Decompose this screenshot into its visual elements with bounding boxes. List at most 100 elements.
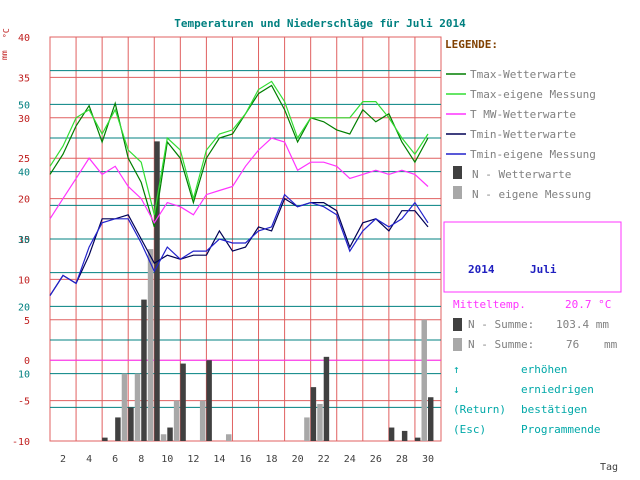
control-down-key[interactable]: ↓ xyxy=(453,383,460,396)
info-year: 2014 xyxy=(468,263,495,276)
temp-tick-label: 25 xyxy=(18,154,30,165)
x-tick-label: 14 xyxy=(213,454,225,465)
precip-bar xyxy=(199,400,206,441)
info-box: 2014 Juli xyxy=(443,221,622,293)
precip-bar xyxy=(317,403,323,441)
x-tick-label: 26 xyxy=(370,454,382,465)
precip-bar xyxy=(421,319,427,441)
precip-bar xyxy=(401,430,408,441)
rain2-label: N - Summe: xyxy=(468,338,534,351)
precipitation-bars xyxy=(102,141,434,441)
temp-tick-label: -10 xyxy=(12,437,30,448)
legend-label: N - Wetterwarte xyxy=(472,168,571,181)
x-axis-unit: Tag xyxy=(600,462,618,473)
precip-bar xyxy=(115,417,121,441)
legend: LEGENDE: Tmax-Wetterwarte Tmax-eigene Mess… xyxy=(445,38,596,201)
precip-bar xyxy=(141,299,147,441)
deg-axis-label: °C xyxy=(2,28,11,38)
precip-bar xyxy=(160,434,167,441)
x-tick-label: 24 xyxy=(344,454,356,465)
x-tick-label: 2 xyxy=(60,454,66,465)
rain1-label: N - Summe: xyxy=(468,318,534,331)
legend-heading: LEGENDE: xyxy=(445,38,498,51)
x-tick-label: 18 xyxy=(266,454,278,465)
rain2-swatch xyxy=(453,338,462,351)
grid xyxy=(49,36,442,442)
x-tick-label: 16 xyxy=(239,454,251,465)
control-return-action[interactable]: bestätigen xyxy=(521,403,587,416)
temp-tick-label: 35 xyxy=(18,73,30,84)
rain2-value: 76 xyxy=(566,338,579,351)
series-line xyxy=(49,197,429,296)
precip-bar xyxy=(206,360,212,441)
precip-bar xyxy=(134,373,141,441)
info-box-frame xyxy=(443,221,622,293)
precip-bar xyxy=(102,437,108,441)
x-tick-label: 10 xyxy=(161,454,173,465)
x-tick-label: 28 xyxy=(396,454,408,465)
control-esc-action[interactable]: Programmende xyxy=(521,423,600,436)
precip-bar xyxy=(310,387,317,441)
legend-bar-swatch xyxy=(453,166,462,179)
x-tick-label: 8 xyxy=(138,454,144,465)
mm-axis-label: mm xyxy=(0,50,9,60)
precip-bar xyxy=(173,400,180,441)
temp-tick-label: 5 xyxy=(24,316,30,327)
temp-tick-label: 20 xyxy=(18,195,30,206)
legend-label: Tmax-Wetterwarte xyxy=(470,68,576,81)
series-line xyxy=(49,80,429,215)
precip-bar xyxy=(427,397,434,441)
precip-bar xyxy=(167,427,173,441)
temp-tick-label: 15 xyxy=(18,235,30,246)
temp-tick-label: -5 xyxy=(18,397,30,408)
control-return-key[interactable]: (Return) xyxy=(453,403,506,416)
legend-label: Tmax-eigene Messung xyxy=(470,88,596,101)
mm-tick-label: 30 xyxy=(18,235,30,246)
precip-bar xyxy=(128,407,134,441)
temp-tick-label: 10 xyxy=(18,275,30,286)
info-month: Juli xyxy=(530,263,557,276)
precip-bar xyxy=(225,434,232,441)
x-tick-label: 20 xyxy=(292,454,304,465)
mean-temp-value: 20.7 °C xyxy=(565,298,611,311)
control-down-action[interactable]: erniedrigen xyxy=(521,383,594,396)
mm-tick-label: 10 xyxy=(18,370,30,381)
legend-bar-swatch xyxy=(453,186,462,199)
precip-bar xyxy=(323,356,330,441)
precip-bar xyxy=(180,363,186,441)
stats: Mitteltemp. 20.7 °C N - Summe: 103.4 mm … xyxy=(453,298,618,351)
precip-bar xyxy=(388,427,395,441)
x-tick-label: 30 xyxy=(422,454,434,465)
mm-tick-label: 20 xyxy=(18,302,30,313)
precip-bar xyxy=(154,141,160,441)
control-up-action[interactable]: erhöhen xyxy=(521,363,567,376)
legend-label: T MW-Wetterwarte xyxy=(470,108,576,121)
series-line xyxy=(49,84,429,228)
series-line xyxy=(49,137,429,224)
control-up-key[interactable]: ↑ xyxy=(453,363,460,376)
mm-tick-label: 40 xyxy=(18,168,30,179)
mean-temp-label: Mitteltemp. xyxy=(453,298,526,311)
temp-tick-label: 0 xyxy=(24,356,30,367)
precip-bar xyxy=(121,373,128,441)
precip-bar xyxy=(147,249,154,441)
rain1-value: 103.4 mm xyxy=(556,318,609,331)
control-esc-key[interactable]: (Esc) xyxy=(453,423,486,436)
precip-bar xyxy=(414,437,421,441)
x-tick-label: 6 xyxy=(112,454,118,465)
chart-title: Temperaturen und Niederschläge für Juli … xyxy=(174,17,466,30)
legend-label: Tmin-Wetterwarte xyxy=(470,128,576,141)
rain1-swatch xyxy=(453,318,462,331)
temp-tick-label: 40 xyxy=(18,33,30,44)
legend-label: Tmin-eigene Messung xyxy=(470,148,596,161)
x-tick-label: 4 xyxy=(86,454,92,465)
temp-tick-label: 30 xyxy=(18,114,30,125)
legend-label: N - eigene Messung xyxy=(472,188,591,201)
x-tick-label: 22 xyxy=(318,454,330,465)
temperature-lines xyxy=(49,80,429,296)
mm-tick-label: 50 xyxy=(18,100,30,111)
keyboard-controls: ↑ erhöhen ↓ erniedrigen (Return) bestäti… xyxy=(453,363,600,436)
rain2-unit: mm xyxy=(604,338,618,351)
